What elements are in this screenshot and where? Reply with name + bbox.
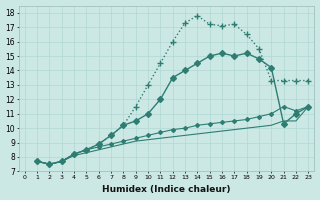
X-axis label: Humidex (Indice chaleur): Humidex (Indice chaleur): [102, 185, 231, 194]
